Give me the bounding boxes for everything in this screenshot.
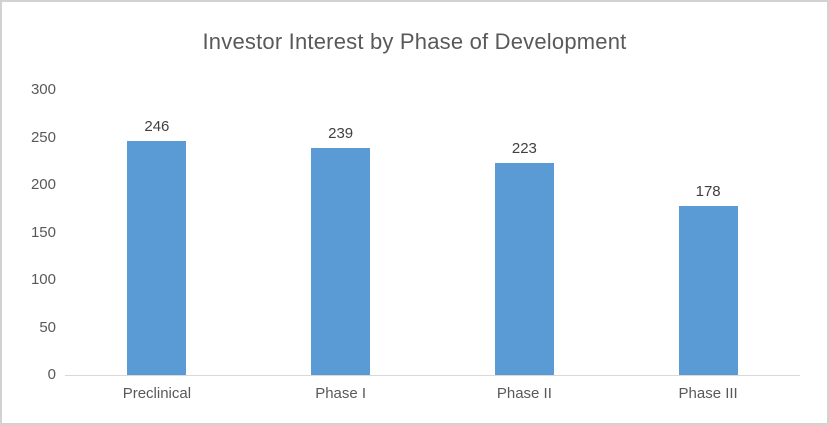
plot-area: 246 239 223 178 (65, 90, 800, 376)
chart-title: Investor Interest by Phase of Developmen… (202, 29, 627, 54)
bar-phase-i (311, 147, 371, 375)
data-label: 246 (144, 118, 170, 136)
bar-cell: 178 (616, 90, 800, 375)
bar-cell: 223 (433, 90, 617, 375)
y-tick-label: 50 (39, 318, 56, 336)
x-category-label: Phase II (496, 385, 552, 402)
y-tick-label: 300 (30, 81, 56, 98)
bar-cell: 239 (249, 90, 433, 375)
y-tick-label: 0 (47, 366, 56, 383)
bar-phase-ii (494, 163, 554, 375)
bar-cell: 246 (65, 90, 249, 375)
y-axis: 0 50 100 150 200 250 300 (2, 81, 56, 383)
x-category-label: Phase I (315, 385, 367, 402)
data-label: 178 (695, 182, 721, 200)
y-tick-label: 250 (30, 128, 56, 146)
data-label: 223 (511, 140, 537, 158)
y-tick-label: 100 (30, 271, 56, 288)
bar-preclinical (127, 141, 187, 375)
bar-phase-iii (678, 205, 738, 375)
data-label: 239 (328, 124, 354, 142)
x-category-label: Phase III (678, 385, 738, 402)
x-category-label: Preclinical (122, 385, 192, 402)
y-tick-label: 150 (30, 223, 56, 241)
x-axis: Preclinical Phase I Phase II Phase III (65, 385, 800, 402)
y-tick-label: 200 (30, 176, 56, 193)
